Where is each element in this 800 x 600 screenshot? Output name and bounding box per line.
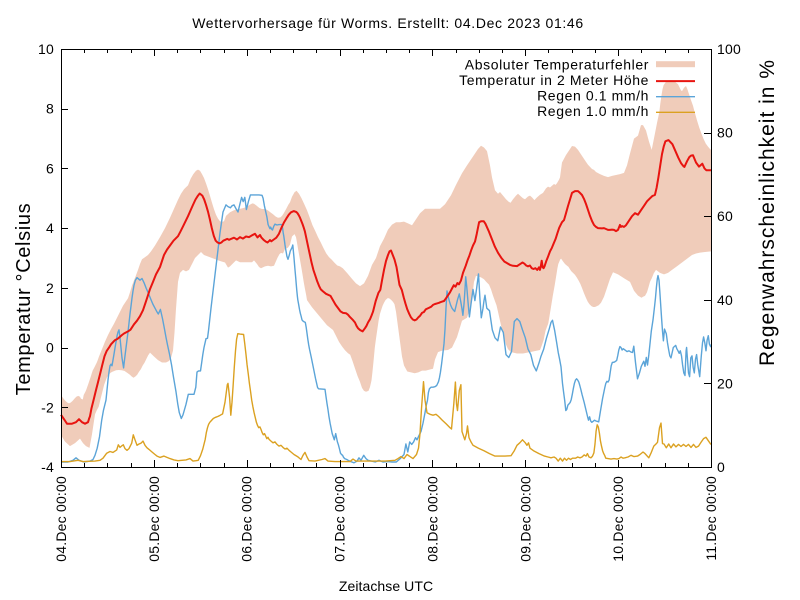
svg-text:Regenwahrscheinlichkeit in %: Regenwahrscheinlichkeit in % — [756, 59, 779, 366]
svg-text:20: 20 — [717, 375, 733, 391]
svg-text:Temperatur °Celsius: Temperatur °Celsius — [13, 203, 35, 396]
svg-text:09.Dec 00:00: 09.Dec 00:00 — [517, 476, 533, 562]
svg-text:Temperatur in 2 Meter Höhe: Temperatur in 2 Meter Höhe — [459, 72, 649, 88]
svg-text:06.Dec 00:00: 06.Dec 00:00 — [239, 476, 255, 562]
svg-text:100: 100 — [717, 41, 741, 57]
svg-text:08.Dec 00:00: 08.Dec 00:00 — [424, 476, 440, 562]
svg-text:4: 4 — [46, 220, 54, 236]
svg-text:10: 10 — [38, 41, 54, 57]
svg-text:0: 0 — [46, 340, 54, 356]
svg-text:2: 2 — [46, 280, 54, 296]
svg-text:Wettervorhersage für Worms. Er: Wettervorhersage für Worms. Erstellt: 04… — [192, 15, 584, 31]
svg-text:05.Dec 00:00: 05.Dec 00:00 — [146, 476, 162, 562]
svg-text:Regen 0.1 mm/h: Regen 0.1 mm/h — [537, 88, 649, 104]
svg-text:07.Dec 00:00: 07.Dec 00:00 — [332, 476, 348, 562]
svg-text:11.Dec 00:00: 11.Dec 00:00 — [703, 476, 719, 561]
svg-text:8: 8 — [46, 101, 54, 117]
svg-text:10.Dec 00:00: 10.Dec 00:00 — [610, 476, 626, 562]
svg-text:04.Dec 00:00: 04.Dec 00:00 — [53, 476, 69, 562]
svg-text:60: 60 — [717, 208, 733, 224]
svg-text:80: 80 — [717, 125, 733, 141]
svg-text:6: 6 — [46, 160, 54, 176]
svg-text:Zeitachse UTC: Zeitachse UTC — [339, 578, 433, 594]
svg-text:0: 0 — [717, 459, 725, 475]
svg-text:Regen 1.0 mm/h: Regen 1.0 mm/h — [537, 103, 649, 119]
svg-text:-4: -4 — [41, 459, 54, 475]
svg-text:40: 40 — [717, 292, 733, 308]
svg-text:Absoluter Temperaturfehler: Absoluter Temperaturfehler — [465, 56, 649, 72]
svg-text:-2: -2 — [41, 399, 54, 415]
